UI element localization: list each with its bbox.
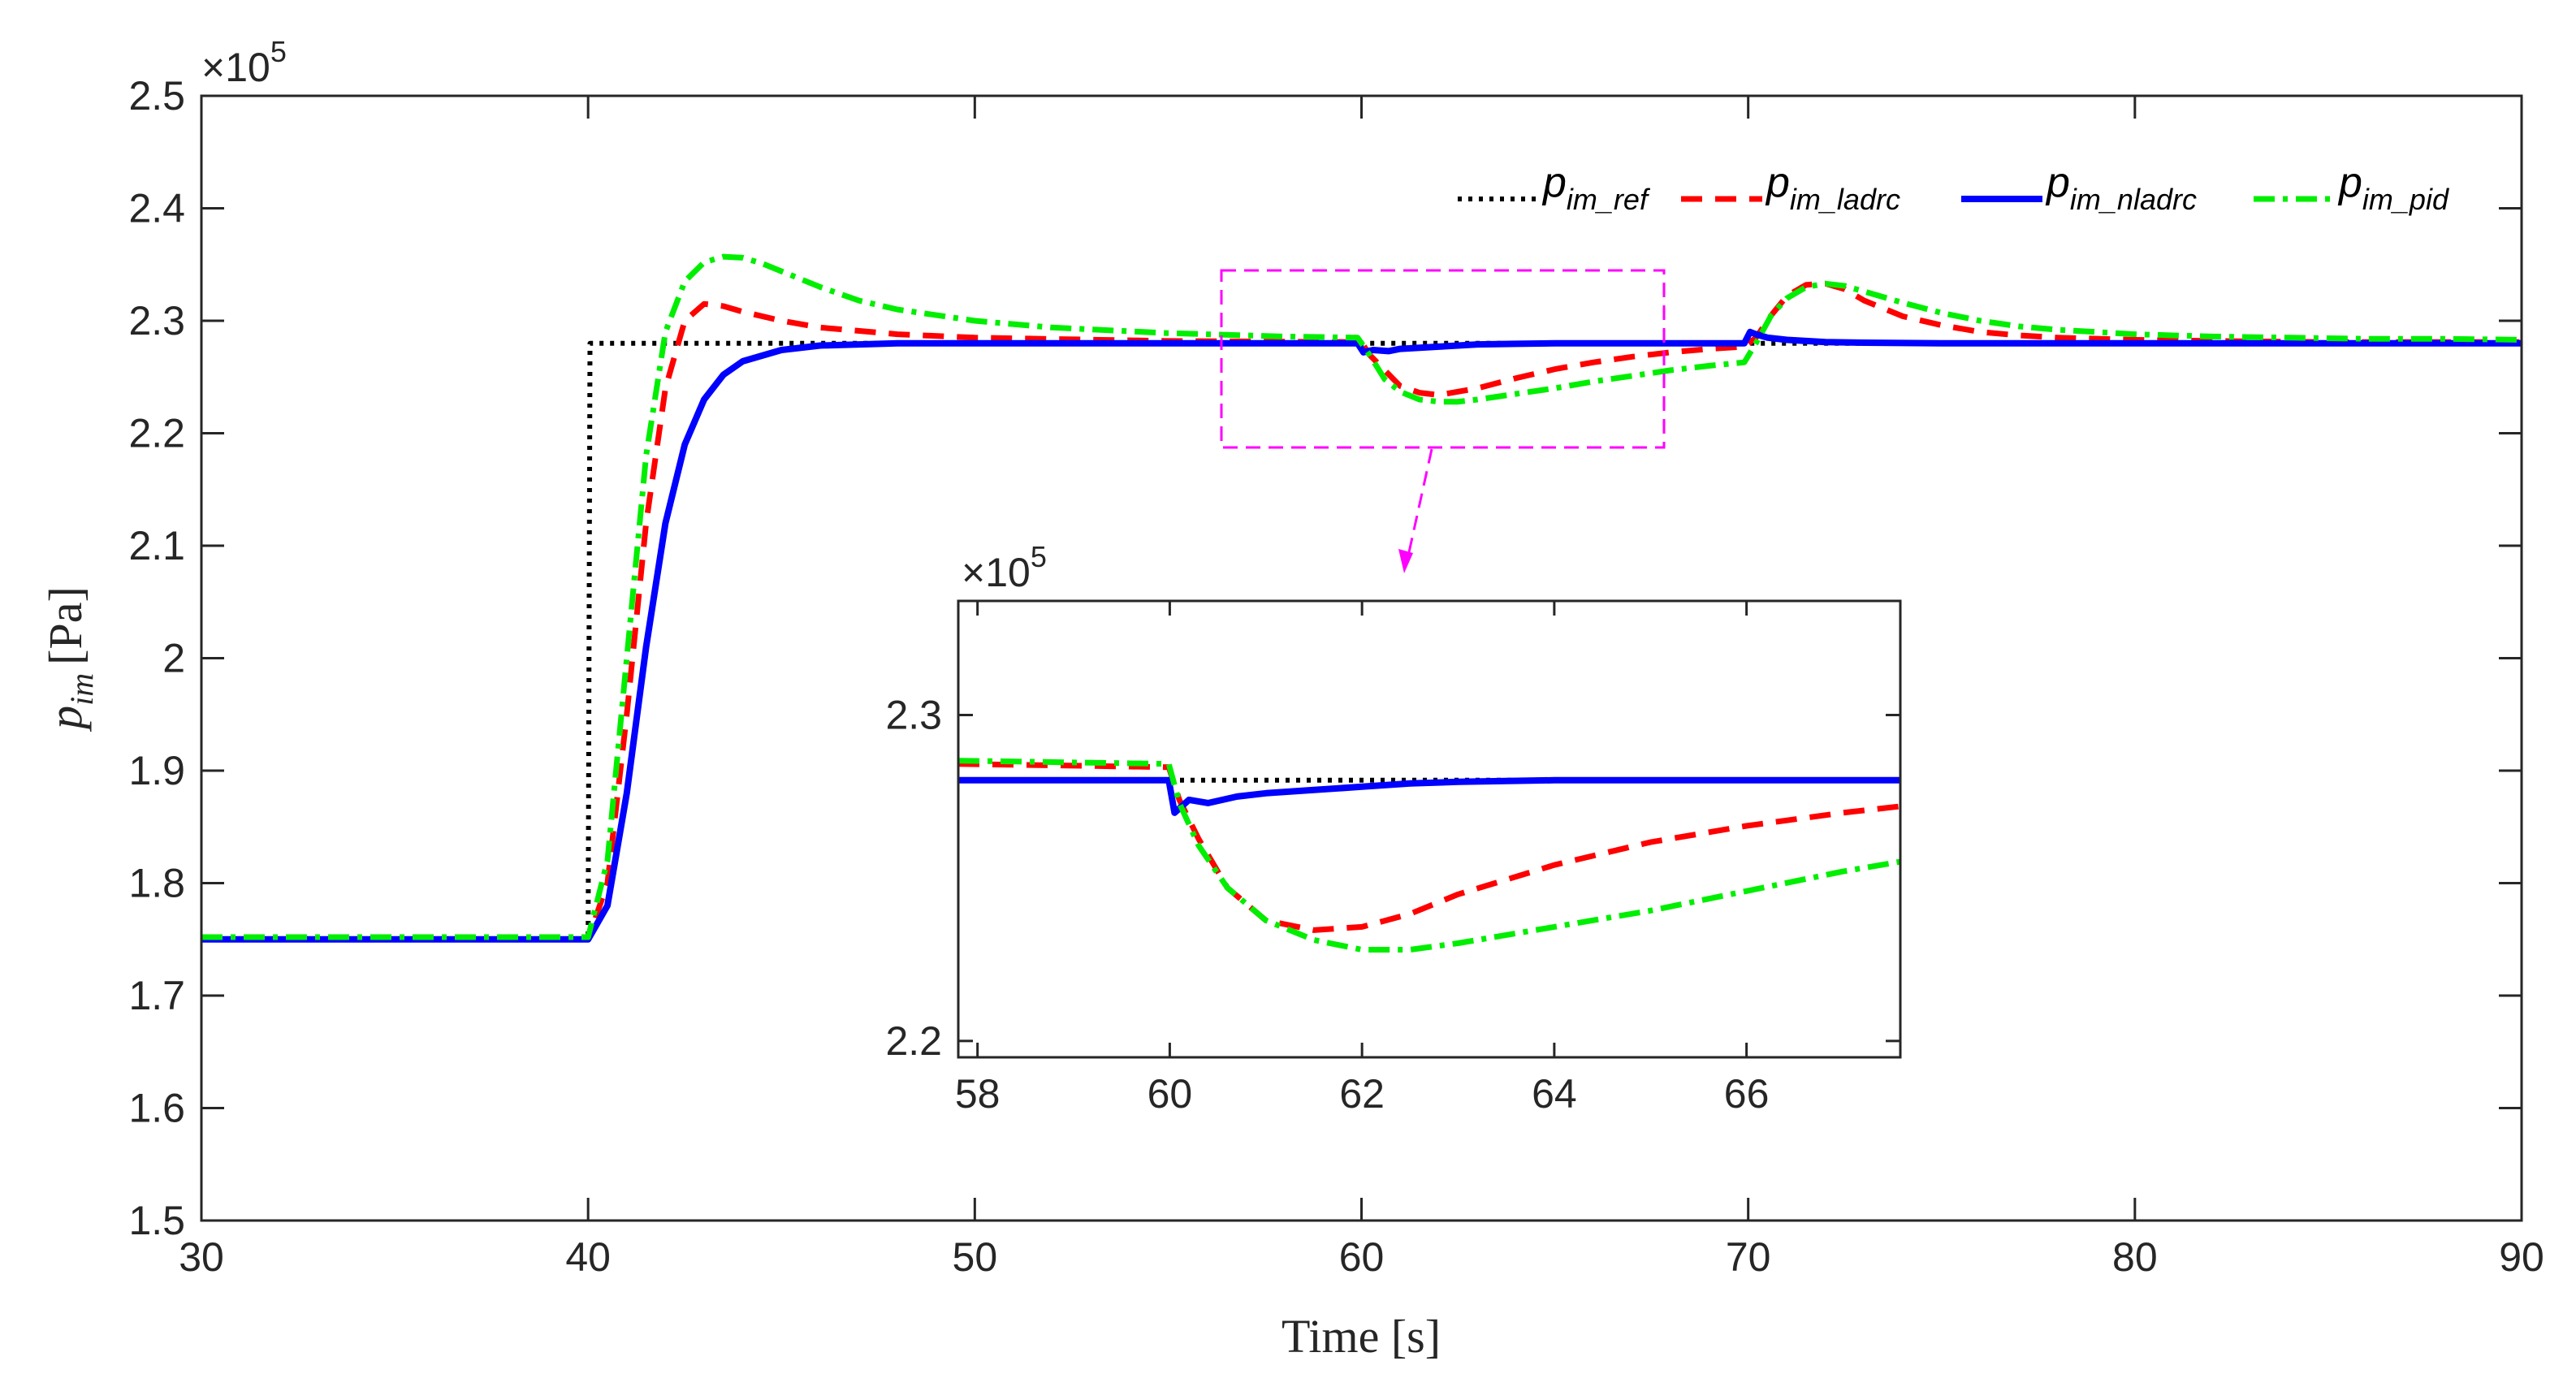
legend-label-im-ref: pim_ref <box>1541 159 1651 216</box>
legend: pim_ref pim_ladrc pim_nladrc pim_pid <box>1458 159 2449 216</box>
main-ticks-group: 30 40 50 60 70 80 90 1.5 1.6 1.7 1.8 1.9 2 2.1 2.2 2.3 2… <box>128 73 2544 1280</box>
main-x-tick-label: 50 <box>953 1234 998 1280</box>
legend-label-im-pid: pim_pid <box>2337 159 2449 216</box>
main-y-tick-label: 1.5 <box>128 1198 185 1243</box>
inset-axes-box <box>957 599 1902 1059</box>
inset-y-tick-label: 2.2 <box>885 1018 942 1064</box>
inset-x-tick-label: 62 <box>1339 1071 1385 1117</box>
main-x-tick-label: 60 <box>1339 1234 1385 1280</box>
main-y-tick-label: 1.8 <box>128 861 185 906</box>
main-x-tick-label: 90 <box>2499 1234 2544 1280</box>
main-x-tick-label: 40 <box>565 1234 611 1280</box>
main-x-axis-label: Time [s] <box>1282 1310 1441 1363</box>
inset-x-tick-label: 64 <box>1532 1071 1577 1117</box>
main-x-tick-label: 80 <box>2112 1234 2158 1280</box>
svg-text:pim[Pa]: pim[Pa] <box>39 586 100 732</box>
inset-y-exponent: ×105 <box>962 540 1047 595</box>
legend-label-im-ladrc: pim_ladrc <box>1765 159 1900 216</box>
main-y-exponent: ×105 <box>201 35 287 90</box>
main-y-tick-label: 2.2 <box>128 411 185 456</box>
zoom-region-box <box>1220 269 1666 449</box>
zoom-arrow-line <box>1407 448 1433 553</box>
inset-x-tick-label: 60 <box>1148 1071 1193 1117</box>
main-y-tick-label: 2.4 <box>128 186 185 231</box>
main-series-im-nladrc-line <box>201 328 2522 943</box>
main-y-tick-label: 2.1 <box>128 523 185 568</box>
main-y-tick-label: 2 <box>162 636 185 681</box>
zoom-arrowhead <box>1398 549 1413 573</box>
main-y-tick-label: 1.6 <box>128 1086 185 1131</box>
inset-axes: 58 60 62 64 66 2.2 2.3 ×105 <box>885 540 1902 1117</box>
main-x-tick-label: 30 <box>179 1234 224 1280</box>
legend-label-im-nladrc: pim_nladrc <box>2045 159 2197 216</box>
main-series-im-ladrc-line <box>201 280 2522 943</box>
main-y-tick-label: 1.7 <box>128 973 185 1018</box>
main-series-group <box>201 253 2522 943</box>
inset-series-group <box>958 758 1900 953</box>
main-y-tick-label: 2.3 <box>128 298 185 344</box>
main-y-tick-label: 1.9 <box>128 748 185 793</box>
main-series-im-pid-line <box>201 253 2522 940</box>
inset-ticks-group: 58 60 62 64 66 2.2 2.3 <box>885 601 1900 1117</box>
inset-plot-area <box>958 601 1900 1057</box>
main-y-tick-label: 2.5 <box>128 73 185 119</box>
main-x-tick-label: 70 <box>1726 1234 1771 1280</box>
inset-series-im-pid-line <box>958 758 1900 953</box>
inset-y-tick-label: 2.3 <box>885 693 942 738</box>
inset-x-tick-label: 58 <box>955 1071 1001 1117</box>
main-y-axis-label: pim[Pa] <box>39 586 100 732</box>
inset-x-tick-label: 66 <box>1724 1071 1770 1117</box>
